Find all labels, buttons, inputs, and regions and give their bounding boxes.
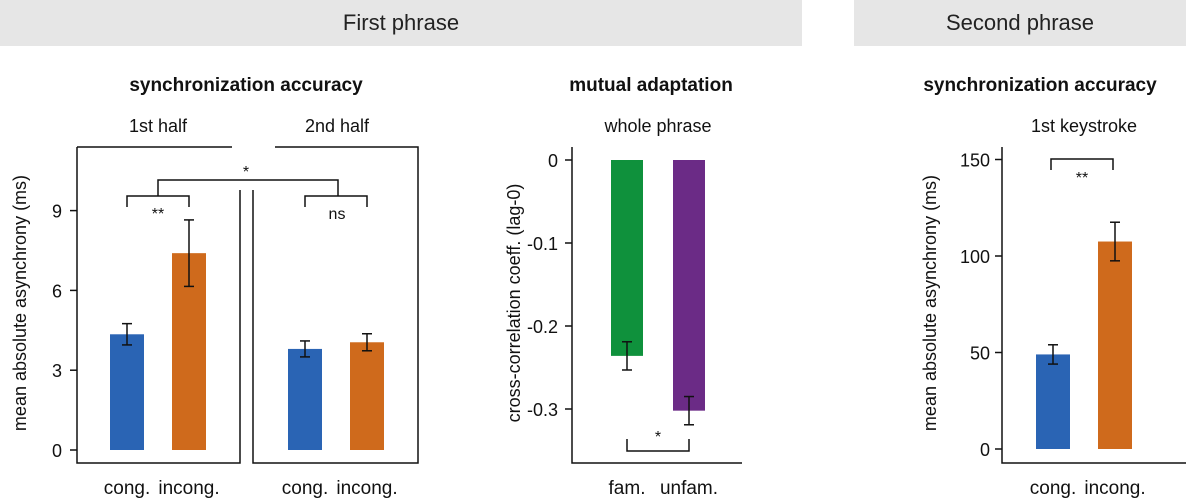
between-halves-bracket bbox=[157, 179, 339, 196]
bar-unfam bbox=[673, 160, 705, 411]
category-label-first-half-incong: incong. bbox=[158, 478, 219, 499]
ma-significance-bracket bbox=[626, 439, 690, 452]
ma-significance: * bbox=[655, 429, 661, 446]
ma-y-tick-label--0.1: -0.1 bbox=[527, 234, 558, 254]
category-label-second-half-cong: cong. bbox=[282, 478, 328, 499]
second-half-significance: ns bbox=[329, 206, 346, 223]
second-sync-accuracy-title: synchronization accuracy bbox=[923, 75, 1157, 96]
ma-y-tick-label--0.2: -0.2 bbox=[527, 317, 558, 337]
bar-first-half-cong bbox=[110, 334, 144, 450]
between-halves-significance: * bbox=[243, 164, 249, 181]
category-label-unfam: unfam. bbox=[660, 478, 718, 499]
category-label-fam: fam. bbox=[609, 478, 646, 499]
first-half-subtitle: 1st half bbox=[129, 116, 188, 136]
second-sync-axes bbox=[1001, 147, 1186, 464]
whole-phrase-subtitle: whole phrase bbox=[603, 116, 711, 136]
y-tick-label-6: 6 bbox=[52, 281, 62, 301]
s2-y-tick-label-0: 0 bbox=[980, 440, 990, 460]
category-label-second-phrase-cong: cong. bbox=[1030, 478, 1076, 499]
s2-y-tick-label-50: 50 bbox=[970, 344, 990, 364]
y-tick-label-3: 3 bbox=[52, 361, 62, 381]
ma-y-axis-label: cross-correlation coeff. (lag-0) bbox=[504, 184, 524, 423]
mutual-adaptation-axes bbox=[571, 147, 742, 464]
category-label-second-half-incong: incong. bbox=[336, 478, 397, 499]
category-label-second-phrase-incong: incong. bbox=[1084, 478, 1145, 499]
bar-fam bbox=[611, 160, 643, 356]
s2-significance-bracket bbox=[1050, 158, 1114, 170]
first-half-axes-frame bbox=[76, 147, 241, 464]
first-keystroke-subtitle: 1st keystroke bbox=[1031, 116, 1137, 136]
bar-second-half-incong bbox=[350, 342, 384, 450]
second-half-bracket bbox=[304, 195, 368, 207]
second-phrase-banner: Second phrase bbox=[854, 0, 1186, 46]
bar-second-phrase-incong bbox=[1098, 241, 1132, 449]
y-tick-label-0: 0 bbox=[52, 441, 62, 461]
s2-y-tick-label-150: 150 bbox=[960, 151, 990, 171]
bar-second-phrase-cong bbox=[1036, 354, 1070, 449]
y-axis-label: mean absolute asynchrony (ms) bbox=[10, 175, 30, 431]
second-half-subtitle: 2nd half bbox=[305, 116, 370, 136]
s2-y-axis-label: mean absolute asynchrony (ms) bbox=[920, 175, 940, 431]
ma-y-tick-label--0.3: -0.3 bbox=[527, 400, 558, 420]
bar-second-half-cong bbox=[288, 348, 322, 450]
mutual-adaptation-title: mutual adaptation bbox=[569, 75, 733, 96]
y-tick-label-9: 9 bbox=[52, 202, 62, 222]
first-phrase-banner: First phrase bbox=[0, 0, 802, 46]
ma-y-tick-label-0: 0 bbox=[548, 151, 558, 171]
s2-y-tick-label-100: 100 bbox=[960, 247, 990, 267]
first-half-significance: ** bbox=[152, 206, 164, 223]
category-label-first-half-cong: cong. bbox=[104, 478, 150, 499]
s2-significance: ** bbox=[1076, 170, 1088, 187]
second-half-axes-frame bbox=[252, 146, 419, 464]
sync-accuracy-title: synchronization accuracy bbox=[129, 75, 363, 96]
